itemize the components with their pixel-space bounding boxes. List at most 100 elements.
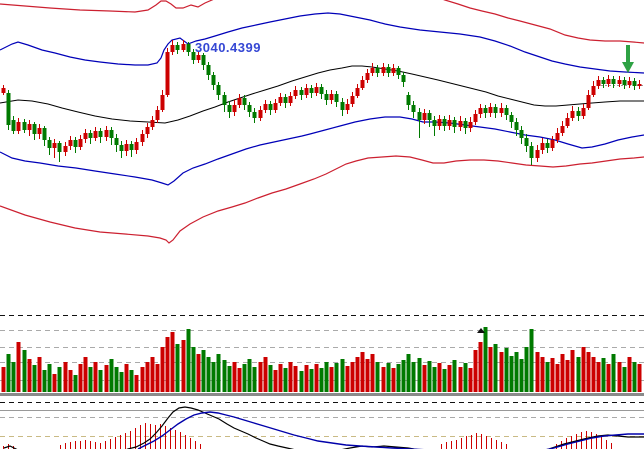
- volume-bar: [350, 362, 355, 392]
- candle: [560, 126, 565, 133]
- candle: [468, 122, 473, 128]
- candle: [417, 112, 422, 120]
- candle: [570, 111, 575, 118]
- volume-bar: [411, 362, 416, 392]
- volume-bar: [545, 362, 550, 392]
- candle: [355, 88, 360, 96]
- candle: [334, 94, 339, 102]
- volume-panel[interactable]: [0, 315, 644, 397]
- volume-bar: [581, 347, 586, 392]
- candle: [504, 108, 509, 115]
- volume-bar: [632, 362, 637, 392]
- candle: [314, 87, 319, 93]
- volume-bar: [437, 363, 442, 392]
- candle: [6, 93, 11, 125]
- volume-bar: [463, 363, 468, 392]
- candle: [16, 122, 21, 131]
- volume-bar: [42, 370, 47, 392]
- volume-bar: [57, 367, 62, 392]
- volume-bar: [617, 362, 622, 392]
- candle: [222, 95, 227, 105]
- candle: [381, 67, 386, 73]
- candle: [442, 119, 447, 126]
- candle: [52, 143, 57, 148]
- candle: [345, 104, 350, 110]
- candle: [601, 80, 606, 84]
- volume-bar: [114, 367, 119, 392]
- volume-bar: [591, 357, 596, 392]
- candle: [293, 90, 298, 96]
- volume-bar: [606, 364, 611, 392]
- candle: [252, 112, 257, 118]
- candle: [637, 84, 642, 86]
- volume-bar: [191, 347, 196, 392]
- volume-bar: [1, 367, 6, 392]
- candle: [263, 104, 268, 110]
- volume-bar: [627, 357, 632, 392]
- volume-bar: [550, 358, 555, 392]
- volume-bar: [340, 359, 345, 392]
- candle: [134, 142, 139, 150]
- volume-bar: [119, 372, 124, 392]
- volume-bar: [319, 368, 324, 392]
- volume-bar: [386, 363, 391, 392]
- candle: [370, 68, 375, 73]
- candle: [422, 113, 427, 120]
- volume-bar: [155, 364, 160, 392]
- volume-bar: [273, 370, 278, 392]
- main-price-panel[interactable]: [0, 0, 644, 244]
- macd-panel[interactable]: [0, 402, 644, 449]
- volume-bar: [283, 368, 288, 392]
- volume-bar: [170, 332, 175, 392]
- volume-bar: [196, 354, 201, 392]
- volume-bar: [473, 350, 478, 392]
- volume-bar: [150, 357, 155, 392]
- volume-bar: [309, 369, 314, 392]
- volume-bar: [314, 364, 319, 392]
- volume-bar: [468, 368, 473, 392]
- volume-bar: [263, 357, 268, 392]
- volume-bar: [109, 359, 114, 392]
- candle: [288, 96, 293, 103]
- candle: [304, 88, 309, 95]
- volume-bar: [529, 329, 534, 392]
- candle: [227, 105, 232, 112]
- volume-bar: [52, 374, 57, 392]
- candle: [509, 115, 514, 122]
- volume-bar: [360, 352, 365, 392]
- volume-bar: [181, 340, 186, 392]
- candle: [237, 98, 242, 105]
- volume-bar: [78, 364, 83, 392]
- band-lower-red: [0, 155, 644, 244]
- volume-bar: [16, 342, 21, 392]
- volume-bar: [375, 362, 380, 392]
- volume-bar: [381, 367, 386, 392]
- volume-bar: [514, 352, 519, 392]
- volume-bar: [422, 365, 427, 392]
- candle: [119, 145, 124, 151]
- volume-bar: [535, 352, 540, 392]
- candle: [78, 139, 83, 147]
- candle: [232, 105, 237, 112]
- candle: [524, 138, 529, 146]
- volume-bar: [232, 362, 237, 392]
- volume-bar: [329, 367, 334, 392]
- candle: [165, 52, 170, 95]
- volume-bar: [165, 337, 170, 392]
- candle: [268, 104, 273, 110]
- volume-bar: [211, 362, 216, 392]
- candle: [196, 55, 201, 60]
- volume-bar: [483, 327, 488, 392]
- candle: [488, 107, 493, 113]
- candle: [309, 88, 314, 93]
- volume-bar: [458, 367, 463, 392]
- candle: [535, 150, 540, 158]
- volume-bar: [370, 354, 375, 392]
- volume-bar: [252, 367, 257, 392]
- volume-bar: [258, 362, 263, 392]
- candle: [447, 120, 452, 126]
- volume-bar: [499, 352, 504, 392]
- volume-bar: [391, 368, 396, 392]
